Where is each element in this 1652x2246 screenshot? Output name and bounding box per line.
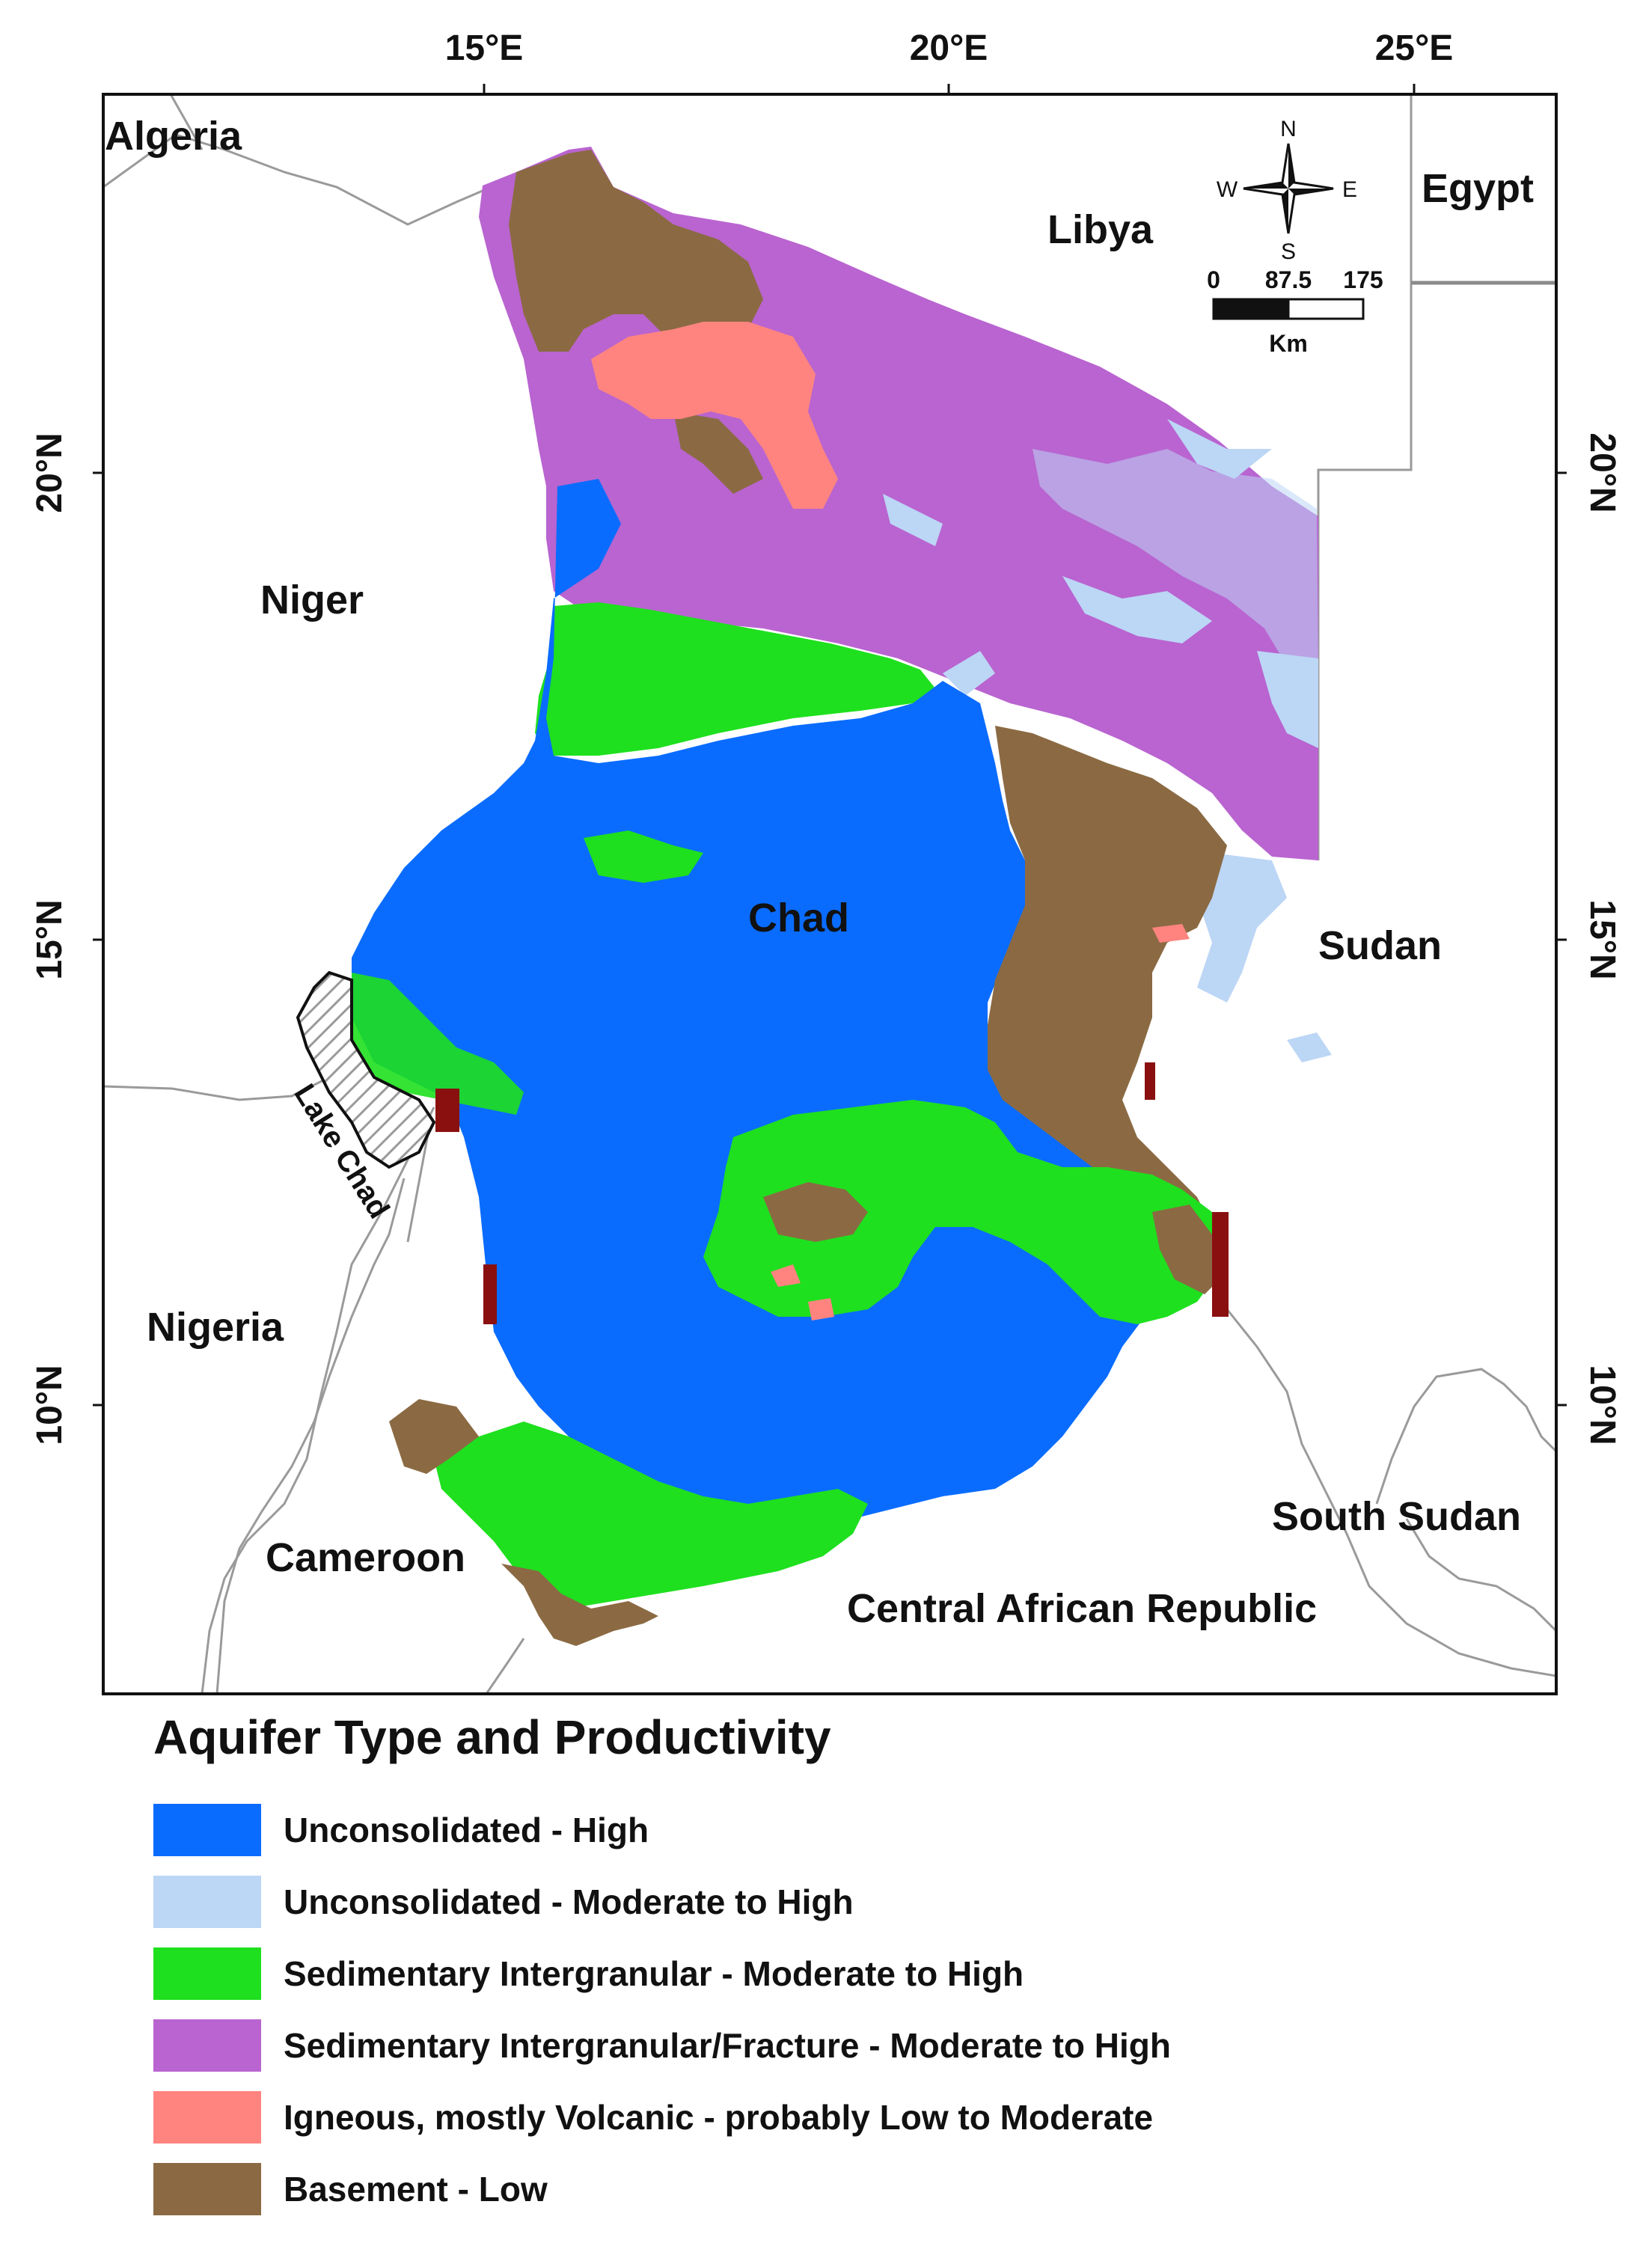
label-nigeria: Nigeria [147,1305,284,1350]
legend-swatch [153,2019,261,2072]
legend-swatch [153,2091,261,2144]
label-algeria: Algeria [105,114,242,159]
legend-item-sedimentary-intergranular: Sedimentary Intergranular - Moderate to … [153,1938,1575,2010]
region-basement-east [988,726,1227,1234]
compass-n: N [1280,117,1297,141]
region-basement-north [509,150,763,352]
legend-label: Unconsolidated - Moderate to High [284,1882,854,1921]
lat-label-20n-right: 20°N [1582,432,1622,512]
region-sedimentary-lake [352,973,524,1115]
legend-item-igneous: Igneous, mostly Volcanic - probably Low … [153,2081,1575,2153]
label-cameroon: Cameroon [266,1535,465,1580]
region-basement-southwest [389,1399,479,1474]
label-south-sudan: South Sudan [1272,1494,1521,1539]
region-sedimentary-north [535,602,935,756]
region-unconsolidated-moderate [610,224,1332,1062]
legend-label: Sedimentary Intergranular - Moderate to … [284,1954,1024,1993]
compass-s: S [1281,239,1296,264]
label-sudan: Sudan [1318,923,1442,968]
legend-swatch [153,1876,261,1928]
legend: Aquifer Type and Productivity Unconsolid… [153,1713,1575,2225]
scale-tick-0: 0 [1207,266,1220,293]
scale-tick-end: 175 [1343,266,1383,293]
frame-ticks [93,84,1567,1407]
region-basement-central [763,1182,868,1242]
legend-title: Aquifer Type and Productivity [153,1710,831,1764]
region-basement-south [501,1564,658,1646]
compass-e: E [1342,177,1357,202]
scale-unit: Km [1269,330,1308,357]
map-frame [102,93,1558,1695]
lake-chad [296,970,436,1169]
region-sedimentary-central [584,830,703,883]
lon-label-15e: 15°E [445,28,524,68]
region-sedimentary-southwest [434,1422,868,1609]
region-dark-edge [435,1062,1229,1324]
legend-label: Igneous, mostly Volcanic - probably Low … [284,2098,1154,2137]
region-unconsolidated-high [352,479,1212,1534]
region-igneous [591,322,838,509]
lat-label-15n-left: 15°N [30,899,70,979]
region-igneous-spots [771,924,1190,1321]
label-central-african-republic: Central African Republic [847,1586,1317,1631]
label-niger: Niger [260,578,364,622]
legend-label: Sedimentary Intergranular/Fracture - Mod… [284,2026,1172,2065]
scale-bar: 0 87.5 175 Km [1207,266,1383,357]
legend-item-unconsolidated-moderate: Unconsolidated - Moderate to High [153,1866,1575,1938]
scale-tick-mid: 87.5 [1265,266,1312,293]
label-chad: Chad [748,896,849,940]
region-basement-north-2 [673,411,763,494]
lat-label-15n-right: 15°N [1582,899,1622,979]
region-basement-southeast [1152,1205,1227,1294]
compass-rose: N S E W [1217,117,1357,264]
legend-swatch [153,2163,261,2215]
lon-label-25e: 25°E [1375,28,1454,68]
label-libya: Libya [1047,207,1154,252]
aquifer-map: 15°E 20°E 25°E 20°N 15°N 10°N 20°N 15°N … [30,28,1622,1695]
region-sedimentary-south [703,1100,1220,1324]
legend-swatch [153,1947,261,2000]
legend-label: Basement - Low [284,2170,548,2209]
legend-item-unconsolidated-high: Unconsolidated - High [153,1794,1575,1866]
legend-item-sedimentary-fracture: Sedimentary Intergranular/Fracture - Mod… [153,2010,1575,2081]
compass-w: W [1217,177,1238,202]
lat-label-10n-right: 10°N [1582,1365,1622,1445]
lat-label-20n-left: 20°N [30,432,70,512]
lat-label-10n-left: 10°N [30,1365,70,1445]
legend-item-basement: Basement - Low [153,2153,1575,2225]
legend-swatch [153,1804,261,1856]
legend-label: Unconsolidated - High [284,1811,649,1849]
label-egypt: Egypt [1422,166,1534,211]
lon-label-20e: 20°E [910,28,988,68]
